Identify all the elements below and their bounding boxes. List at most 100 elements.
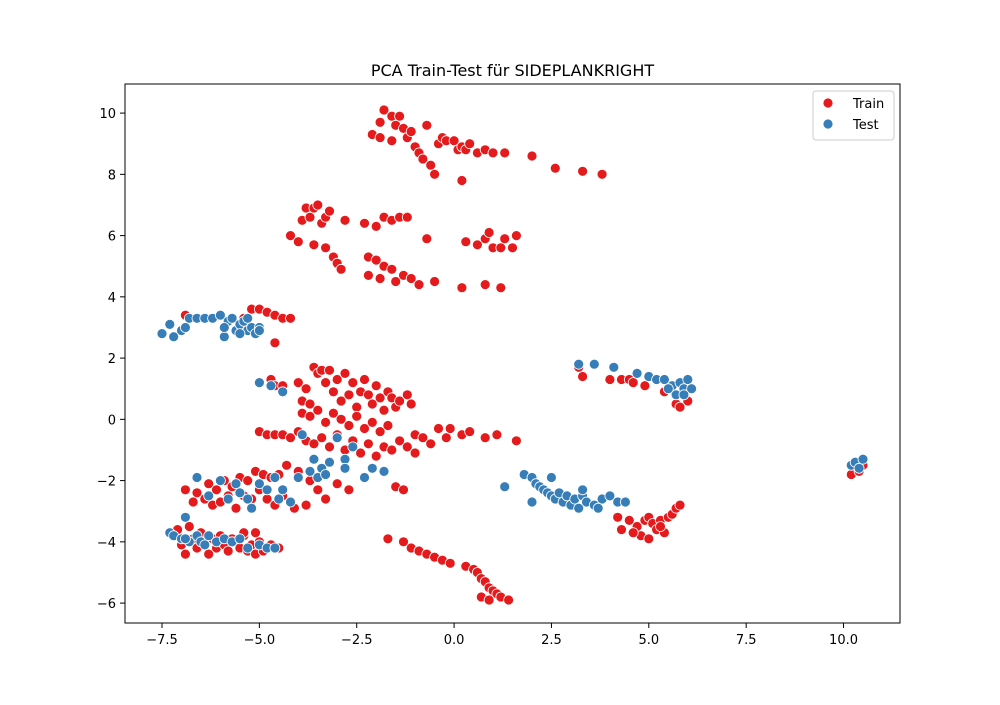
- test-point: [164, 318, 176, 330]
- x-tick-label: −2.5: [341, 633, 373, 648]
- test-point: [214, 475, 226, 487]
- train-point: [327, 407, 339, 419]
- train-point: [483, 594, 495, 606]
- train-point: [398, 536, 409, 548]
- test-point: [269, 472, 281, 483]
- train-point: [405, 398, 417, 410]
- test-point: [304, 465, 316, 477]
- train-point: [359, 423, 370, 434]
- train-point: [398, 484, 409, 496]
- train-point: [230, 502, 242, 514]
- train-point: [429, 168, 441, 180]
- legend-label-train: Train: [852, 97, 884, 112]
- test-point: [273, 493, 285, 505]
- x-tick-label: 0.0: [444, 633, 465, 648]
- train-point: [460, 236, 472, 248]
- test-point: [573, 502, 585, 514]
- train-point: [335, 263, 347, 275]
- test-point: [292, 472, 304, 483]
- train-point: [444, 557, 456, 569]
- train-point: [495, 242, 507, 254]
- train-point: [382, 533, 394, 545]
- legend-marker-train: [822, 97, 834, 109]
- train-point: [366, 416, 378, 428]
- test-point: [199, 539, 211, 551]
- plot-frame: [124, 83, 901, 624]
- test-point: [604, 490, 616, 502]
- train-point: [374, 426, 386, 438]
- test-point: [269, 542, 281, 554]
- test-point: [331, 432, 343, 444]
- train-point: [456, 175, 468, 186]
- train-point: [370, 220, 382, 232]
- test-point: [853, 462, 865, 474]
- train-point: [421, 233, 433, 245]
- train-point: [179, 484, 191, 496]
- train-point: [362, 389, 374, 401]
- train-point: [471, 239, 483, 251]
- test-point: [573, 358, 585, 370]
- test-point: [678, 389, 690, 401]
- test-point: [499, 481, 511, 493]
- test-point: [631, 367, 643, 379]
- train-point: [308, 239, 320, 251]
- train-point: [405, 273, 417, 284]
- train-point: [304, 398, 316, 410]
- train-point: [281, 459, 293, 471]
- x-axis: −7.5 −5.0 −2.5 0.0 2.5 5.0 7.5 10.0: [146, 623, 858, 648]
- train-point: [382, 420, 394, 431]
- train-point: [370, 450, 382, 462]
- test-point: [682, 374, 694, 385]
- train-point: [604, 374, 616, 385]
- train-point: [440, 432, 452, 444]
- train-point: [616, 524, 627, 535]
- train-point: [359, 374, 370, 385]
- train-point: [483, 227, 495, 238]
- train-point: [417, 153, 429, 165]
- train-point: [312, 199, 324, 211]
- test-point: [608, 361, 620, 373]
- test-point: [168, 331, 180, 343]
- train-point: [312, 404, 324, 416]
- test-point: [261, 484, 273, 496]
- test-point: [265, 380, 277, 392]
- train-point: [405, 126, 417, 137]
- train-point: [324, 441, 335, 453]
- train-point: [612, 511, 624, 523]
- test-point: [546, 472, 557, 483]
- train-point: [320, 416, 332, 428]
- train-point: [374, 132, 386, 144]
- train-point: [674, 401, 686, 413]
- x-tick-label: 2.5: [541, 633, 562, 648]
- test-point: [222, 493, 234, 505]
- test-point: [296, 429, 308, 441]
- train-point: [425, 159, 437, 171]
- test-point: [253, 478, 265, 490]
- test-point: [285, 496, 296, 508]
- train-point: [366, 398, 378, 410]
- train-point: [464, 426, 476, 438]
- train-point: [331, 478, 343, 490]
- y-tick-label: 6: [108, 230, 116, 245]
- test-point: [179, 511, 191, 523]
- test-point: [620, 496, 631, 508]
- test-point: [218, 331, 230, 343]
- test-point: [234, 533, 246, 545]
- train-point: [639, 380, 651, 392]
- train-point: [479, 432, 491, 444]
- train-point: [285, 230, 296, 242]
- test-point: [218, 322, 230, 333]
- train-point: [339, 367, 351, 379]
- train-point: [320, 377, 332, 389]
- train-point: [327, 386, 339, 398]
- train-point: [487, 147, 499, 159]
- train-point: [222, 545, 234, 557]
- train-point: [285, 312, 296, 324]
- train-point: [596, 168, 608, 180]
- test-point: [203, 490, 215, 502]
- test-point: [277, 484, 289, 496]
- train-point: [335, 413, 347, 425]
- train-point: [511, 435, 522, 447]
- train-point: [394, 110, 406, 122]
